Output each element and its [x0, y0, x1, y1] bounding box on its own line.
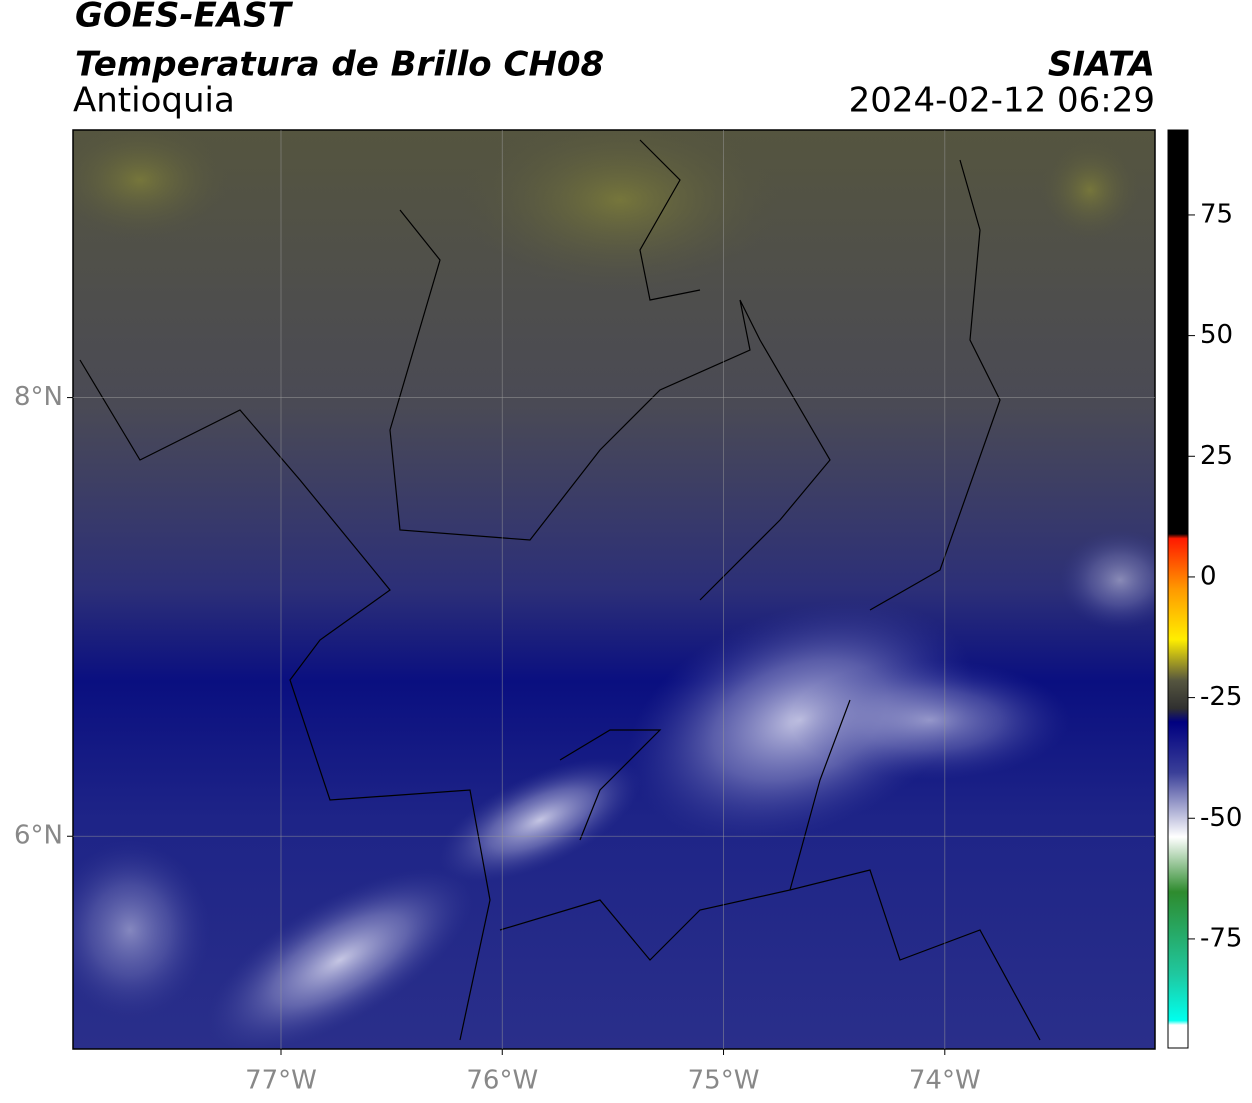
- subtitle: Temperatura de Brillo CH08: [75, 45, 604, 85]
- colorbar-tick-label: 75: [1200, 199, 1233, 229]
- colorbar-tick-label: -75: [1200, 923, 1242, 953]
- region: Antioquia: [73, 81, 235, 121]
- x-tick-label: 77°W: [245, 1066, 317, 1096]
- source: SIATA: [1048, 45, 1155, 85]
- colorbar-tick-label: 25: [1200, 441, 1233, 471]
- x-tick-label: 76°W: [466, 1066, 538, 1096]
- datetime: 2024-02-12 06:29: [849, 81, 1155, 121]
- colorbar-tick-label: 50: [1200, 320, 1233, 350]
- map-frame: [72, 129, 1156, 1050]
- y-tick-label: 6°N: [14, 821, 63, 851]
- x-tick-label: 74°W: [909, 1066, 981, 1096]
- imagery: [73, 130, 1155, 1049]
- colorbar: [1167, 129, 1189, 1049]
- colorbar-tick-label: -50: [1200, 803, 1242, 833]
- x-tick-label: 75°W: [688, 1066, 760, 1096]
- colorbar-tick-label: 0: [1200, 561, 1217, 591]
- title: GOES-EAST: [75, 0, 294, 36]
- y-tick-label: 8°N: [14, 382, 63, 412]
- colorbar-tick-label: -25: [1200, 682, 1242, 712]
